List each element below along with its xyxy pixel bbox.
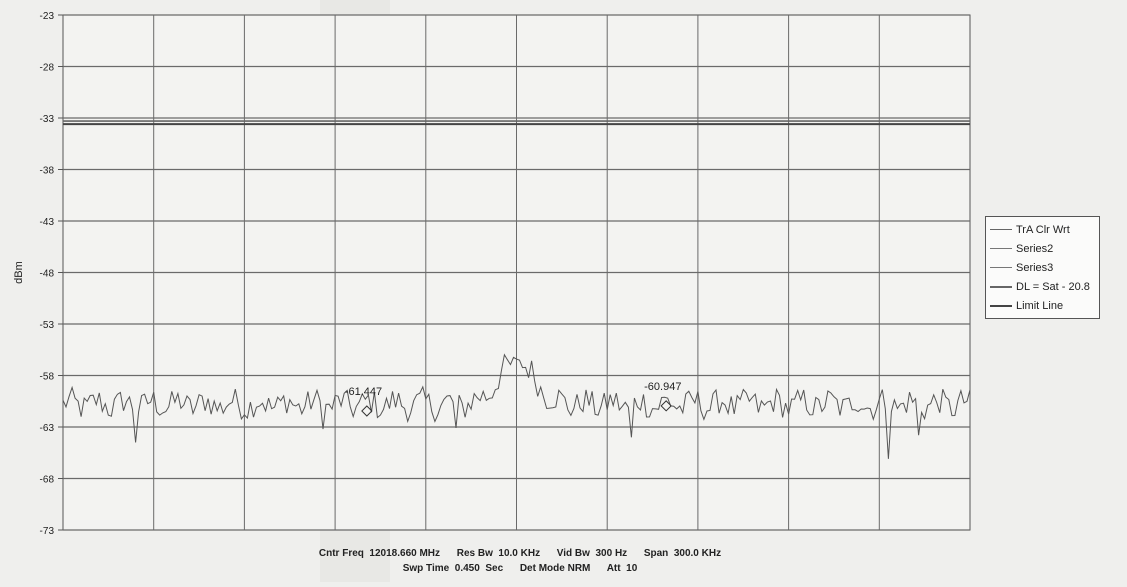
marker-label: -60.947 (644, 381, 681, 393)
span: Span 300.0 KHz (643, 548, 722, 559)
y-tick-label: -38 (40, 166, 55, 177)
settings-line-1: Cntr Freq 12018.660 MHz Res Bw 10.0 KHz … (0, 546, 1040, 561)
trace-tra-clr-wrt (62, 353, 971, 459)
legend-swatch (990, 267, 1012, 268)
legend-label: Series2 (1016, 242, 1054, 255)
marker-diamond (660, 400, 672, 412)
legend-label: Series3 (1016, 261, 1054, 274)
legend-swatch (990, 285, 1012, 288)
chart-legend: TrA Clr Wrt Series2 Series3 DL = Sat - 2… (985, 216, 1100, 319)
y-tick-label: -73 (40, 526, 55, 537)
settings-line-2: Swp Time 0.450 Sec Det Mode NRM Att 10 (0, 561, 1040, 576)
legend-item-tra: TrA Clr Wrt (990, 220, 1095, 239)
y-tick-label: -63 (40, 423, 55, 434)
legend-swatch (990, 248, 1012, 249)
legend-item-series3: Series3 (990, 258, 1095, 277)
y-tick-label: -43 (40, 217, 55, 228)
legend-label: TrA Clr Wrt (1016, 223, 1070, 236)
legend-label: Limit Line (1016, 299, 1064, 312)
y-tick-label: -23 (40, 11, 55, 22)
y-tick-label: -58 (40, 372, 55, 383)
legend-item-dl: DL = Sat - 20.8 (990, 277, 1095, 296)
y-tick-label: -68 (40, 475, 55, 486)
att: Att 10 (606, 563, 638, 574)
y-tick-label: -53 (40, 320, 55, 331)
legend-label: DL = Sat - 20.8 (1016, 280, 1090, 293)
y-tick-label: -33 (40, 114, 55, 125)
res-bw: Res Bw 10.0 KHz (456, 548, 541, 559)
swp-time: Swp Time 0.450 Sec (402, 563, 504, 574)
marker-diamond (361, 405, 373, 417)
legend-item-limit-line: Limit Line (990, 296, 1095, 315)
instrument-settings: Cntr Freq 12018.660 MHz Res Bw 10.0 KHz … (0, 546, 1040, 576)
vid-bw: Vid Bw 300 Hz (556, 548, 628, 559)
legend-swatch (990, 304, 1012, 307)
y-tick-label: -28 (40, 63, 55, 74)
y-axis-label: dBm (13, 261, 25, 284)
legend-swatch (990, 229, 1012, 230)
legend-item-series2: Series2 (990, 239, 1095, 258)
marker-label: -61.447 (345, 386, 382, 398)
cntr-freq: Cntr Freq 12018.660 MHz (318, 548, 441, 559)
det-mode: Det Mode NRM (519, 563, 591, 574)
y-tick-label: -48 (40, 269, 55, 280)
